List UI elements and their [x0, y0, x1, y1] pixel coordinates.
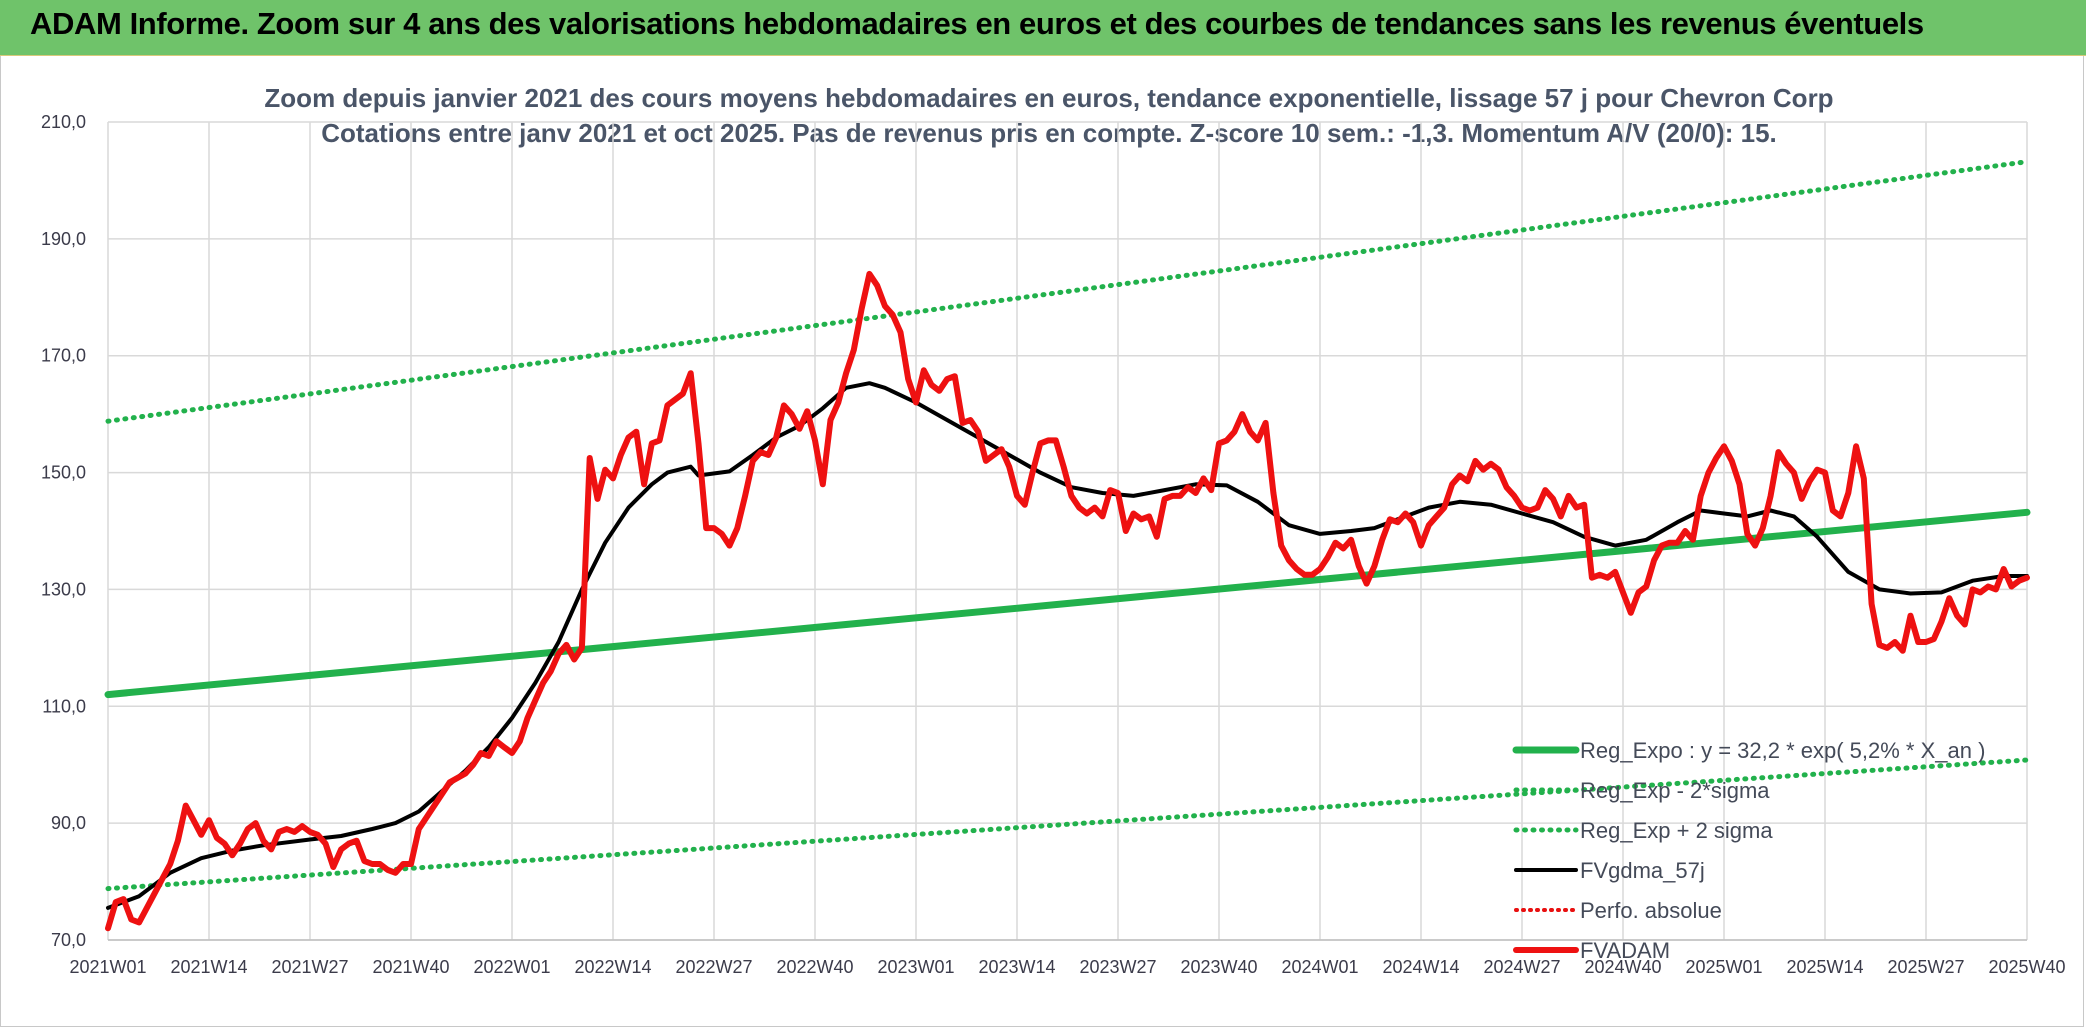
- x-axis-ticks: 2021W01 2021W14 2021W27 2021W40 2022W01 2022W…: [69, 957, 2065, 977]
- x-tick-label: 2024W40: [1584, 957, 1661, 977]
- y-tick-label: 170,0: [41, 346, 86, 366]
- legend-label: FVADAM: [1580, 938, 1670, 963]
- y-tick-label: 210,0: [41, 112, 86, 132]
- x-tick-label: 2021W27: [271, 957, 348, 977]
- legend-label: FVgdma_57j: [1580, 858, 1705, 883]
- line-chart: Zoom depuis janvier 2021 des cours moyen…: [41, 83, 2066, 977]
- x-tick-label: 2022W01: [473, 957, 550, 977]
- x-tick-label: 2021W01: [69, 957, 146, 977]
- x-tick-label: 2023W27: [1079, 957, 1156, 977]
- page-title: ADAM Informe. Zoom sur 4 ans des valoris…: [30, 6, 1924, 41]
- x-tick-label: 2021W40: [372, 957, 449, 977]
- y-axis-ticks: 70,0 90,0 110,0 130,0 150,0 170,0 190,0 210,0: [41, 112, 86, 950]
- chart-frame: Zoom depuis janvier 2021 des cours moyen…: [0, 56, 2084, 1027]
- x-tick-label: 2025W01: [1685, 957, 1762, 977]
- chart-subtitle: Cotations entre janv 2021 et oct 2025. P…: [321, 118, 1777, 148]
- x-tick-label: 2025W40: [1988, 957, 2065, 977]
- x-tick-label: 2023W14: [978, 957, 1055, 977]
- series-line-reg-expo-y-32-2-exp-5-2-x-an: [104, 508, 2031, 699]
- y-tick-label: 110,0: [42, 696, 86, 716]
- x-tick-label: 2023W01: [877, 957, 954, 977]
- x-tick-label: 2024W01: [1281, 957, 1358, 977]
- series-line-reg-exp-2-sigma: [105, 159, 2030, 424]
- x-tick-label: 2025W14: [1786, 957, 1863, 977]
- y-tick-label: 150,0: [41, 463, 86, 483]
- x-tick-label: 2022W27: [675, 957, 752, 977]
- y-tick-label: 190,0: [41, 229, 86, 249]
- chart-legend: Reg_Expo : y = 32,2 * exp( 5,2% * X_an )…: [1512, 738, 1985, 963]
- chart-title-background: [331, 83, 1751, 117]
- legend-label: Reg_Exp + 2 sigma: [1580, 818, 1773, 843]
- series-line-reg-exp-2-sigma: [105, 757, 2030, 892]
- legend-label: Reg_Expo : y = 32,2 * exp( 5,2% * X_an ): [1580, 738, 1985, 763]
- x-tick-label: 2024W27: [1483, 957, 1560, 977]
- legend-label: Reg_Exp - 2*sigma: [1580, 778, 1770, 803]
- x-tick-label: 2022W40: [776, 957, 853, 977]
- chart-title: Zoom depuis janvier 2021 des cours moyen…: [264, 83, 1833, 113]
- x-tick-label: 2022W14: [574, 957, 651, 977]
- x-tick-label: 2025W27: [1887, 957, 1964, 977]
- x-tick-label: 2021W14: [170, 957, 247, 977]
- series-line-fvadam: [105, 270, 2030, 932]
- y-tick-label: 90,0: [51, 813, 86, 833]
- legend-label: Perfo. absolue: [1580, 898, 1722, 923]
- series-layer: [104, 159, 2031, 932]
- header-bar: ADAM Informe. Zoom sur 4 ans des valoris…: [0, 0, 2086, 56]
- x-tick-label: 2024W14: [1382, 957, 1459, 977]
- x-tick-label: 2023W40: [1180, 957, 1257, 977]
- y-tick-label: 70,0: [51, 930, 86, 950]
- y-tick-label: 130,0: [41, 579, 86, 599]
